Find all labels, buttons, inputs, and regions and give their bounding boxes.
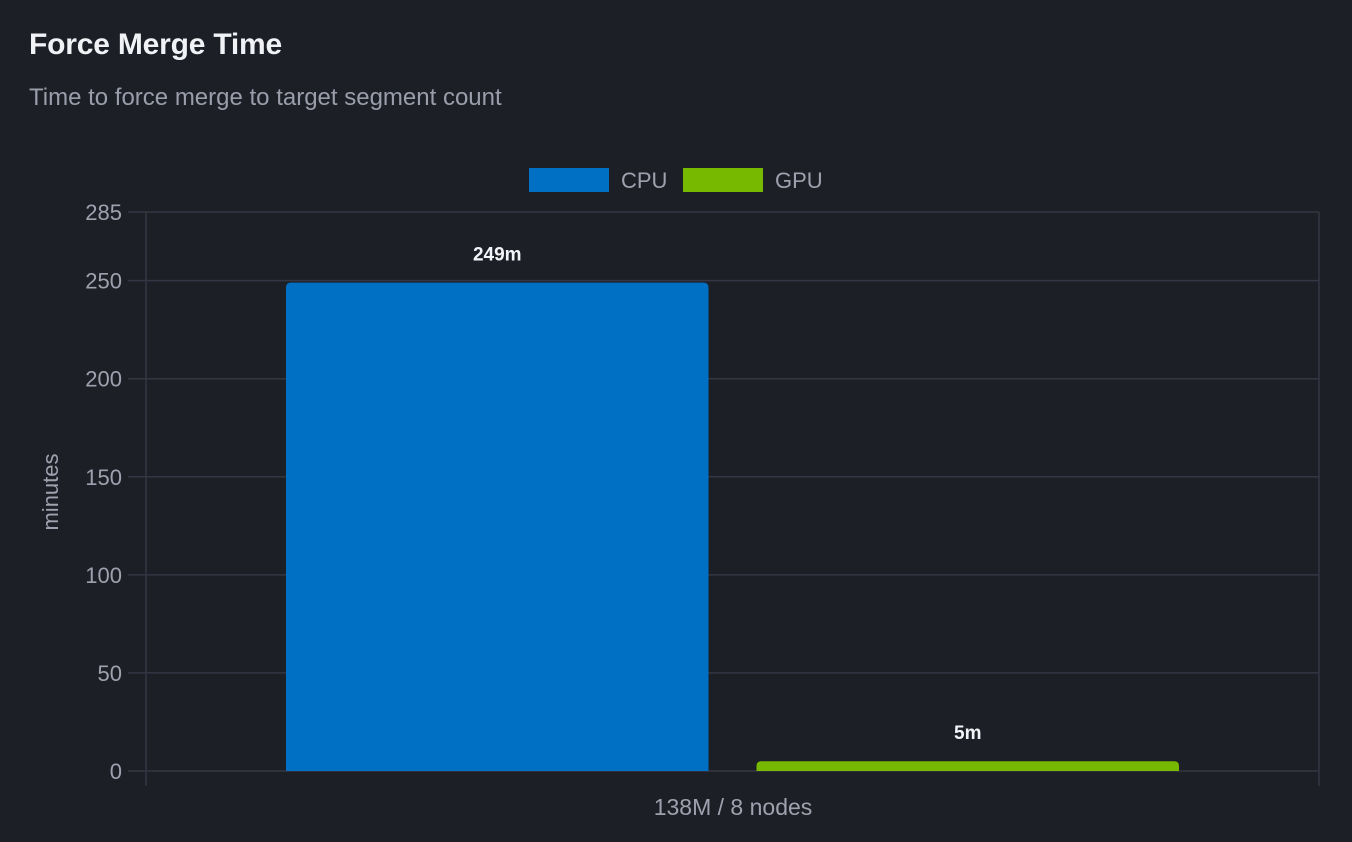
y-axis-title: minutes [38, 453, 63, 530]
y-tick-label-0: 0 [110, 759, 122, 784]
data-labels: 249m 5m [473, 245, 982, 745]
legend-item-cpu[interactable]: CPU [529, 168, 667, 193]
x-axis-category-label: 138M / 8 nodes [654, 794, 813, 820]
bar-cpu[interactable] [286, 282, 709, 771]
legend-swatch-cpu [529, 168, 609, 192]
legend[interactable]: CPU GPU [529, 168, 823, 193]
bar-gpu[interactable] [756, 761, 1180, 771]
legend-label-cpu: CPU [621, 168, 667, 193]
legend-swatch-gpu [683, 168, 763, 192]
bars [286, 282, 1180, 771]
chart-subtitle: Time to force merge to target segment co… [29, 84, 502, 111]
y-tick-label-285: 285 [85, 200, 122, 225]
data-label-gpu: 5m [954, 723, 981, 744]
legend-label-gpu: GPU [775, 168, 823, 193]
axes: minutes 138M / 8 nodes 0 50 100 150 200 250 28… [38, 200, 812, 820]
data-label-cpu: 249m [473, 245, 522, 266]
y-tick-label-150: 150 [85, 465, 122, 490]
y-tick-label-250: 250 [85, 269, 122, 294]
y-tick-label-200: 200 [85, 367, 122, 392]
chart-title: Force Merge Time [29, 28, 283, 61]
legend-item-gpu[interactable]: GPU [683, 168, 823, 193]
y-tick-label-50: 50 [98, 661, 122, 686]
y-tick-label-100: 100 [85, 563, 122, 588]
